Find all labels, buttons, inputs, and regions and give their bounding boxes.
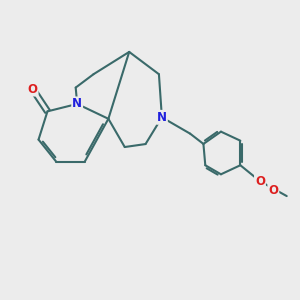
Text: O: O [28, 82, 38, 96]
Text: N: N [157, 111, 167, 124]
Text: N: N [72, 98, 82, 110]
Text: O: O [268, 184, 278, 196]
Text: O: O [255, 175, 265, 188]
